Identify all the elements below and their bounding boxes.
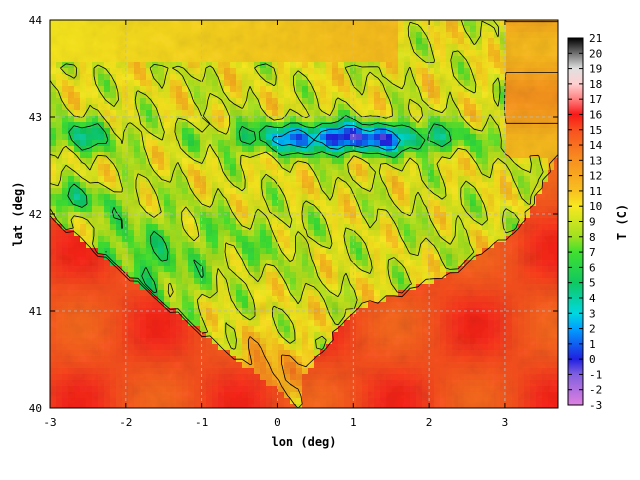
colorbar-tick-label: 21 xyxy=(589,32,602,45)
colorbar-tick-label: -3 xyxy=(589,399,602,412)
y-tick-label: 40 xyxy=(29,402,42,415)
colorbar-tick-label: 3 xyxy=(589,307,596,320)
x-tick-label: -2 xyxy=(119,416,132,429)
colorbar-tick-label: 5 xyxy=(589,277,596,290)
colorbar-tick-label: 0 xyxy=(589,353,596,366)
colorbar-tick-label: 16 xyxy=(589,108,602,121)
colorbar-tick-label: -2 xyxy=(589,384,602,397)
plot-area xyxy=(50,20,558,408)
colorbar-tick-label: 13 xyxy=(589,154,602,167)
x-axis-ticks: -3 -2 -1 0 1 2 3 xyxy=(43,20,508,429)
x-tick-label: 1 xyxy=(350,416,357,429)
colorbar-tick-label: 18 xyxy=(589,78,602,91)
colorbar-tick-label: 20 xyxy=(589,47,602,60)
colorbar-tick-label: 1 xyxy=(589,338,596,351)
colorbar-tick-label: 15 xyxy=(589,124,602,137)
y-axis-label: lat (deg) xyxy=(11,181,25,246)
colorbar-tick-label: 17 xyxy=(589,93,602,106)
colorbar-tick-label: 7 xyxy=(589,246,596,259)
x-tick-label: 3 xyxy=(502,416,509,429)
x-tick-label: 2 xyxy=(426,416,433,429)
colorbar-tick-label: 19 xyxy=(589,63,602,76)
contour-lines xyxy=(50,20,558,408)
contour-path xyxy=(50,20,558,408)
colorbar-tick-label: 10 xyxy=(589,200,602,213)
colorbar-tick-label: 4 xyxy=(589,292,596,305)
colorbar-tick-label: 9 xyxy=(589,216,596,229)
y-axis-ticks: 40 41 42 43 44 xyxy=(29,14,558,415)
colorbar-tick-label: 11 xyxy=(589,185,602,198)
colorbar-tick-label: 12 xyxy=(589,170,602,183)
x-tick-label: -1 xyxy=(195,416,208,429)
grid-lines xyxy=(50,20,558,408)
colorbar-tick-label: 14 xyxy=(589,139,603,152)
temperature-field xyxy=(50,20,558,408)
colorbar-tick-label: -1 xyxy=(589,368,602,381)
x-tick-label: -3 xyxy=(43,416,56,429)
colorbar-tick-label: 2 xyxy=(589,323,596,336)
colorbar-tick-label: 8 xyxy=(589,231,596,244)
y-tick-label: 41 xyxy=(29,305,42,318)
y-tick-label: 43 xyxy=(29,111,42,124)
y-tick-label: 44 xyxy=(29,14,43,27)
x-tick-label: 0 xyxy=(274,416,281,429)
y-tick-label: 42 xyxy=(29,208,42,221)
colorbar-tick-label: 6 xyxy=(589,261,596,274)
colorbar-label: T (C) xyxy=(615,204,629,240)
x-axis-label: lon (deg) xyxy=(271,435,336,449)
